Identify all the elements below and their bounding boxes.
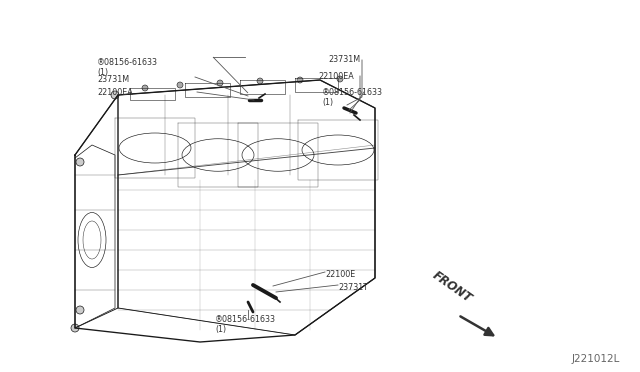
Text: 22100EA: 22100EA [97,88,132,97]
Text: FRONT: FRONT [430,269,474,305]
Text: 22100EA: 22100EA [318,72,354,81]
Text: ®08156-61633
(1): ®08156-61633 (1) [215,315,276,334]
Circle shape [177,82,183,88]
Circle shape [111,91,119,99]
Circle shape [76,158,84,166]
Circle shape [217,80,223,86]
Circle shape [142,85,148,91]
Text: 23731M: 23731M [97,75,129,84]
Text: 23731T: 23731T [338,283,368,292]
Circle shape [71,324,79,332]
Text: ®08156-61633
(1): ®08156-61633 (1) [97,58,158,77]
Text: J221012L: J221012L [572,354,620,364]
Text: 23731M: 23731M [328,55,360,64]
Text: ®08156-61633
(1): ®08156-61633 (1) [322,88,383,108]
Text: 22100E: 22100E [325,270,355,279]
Circle shape [76,306,84,314]
Circle shape [337,76,343,82]
Circle shape [257,78,263,84]
Circle shape [297,77,303,83]
